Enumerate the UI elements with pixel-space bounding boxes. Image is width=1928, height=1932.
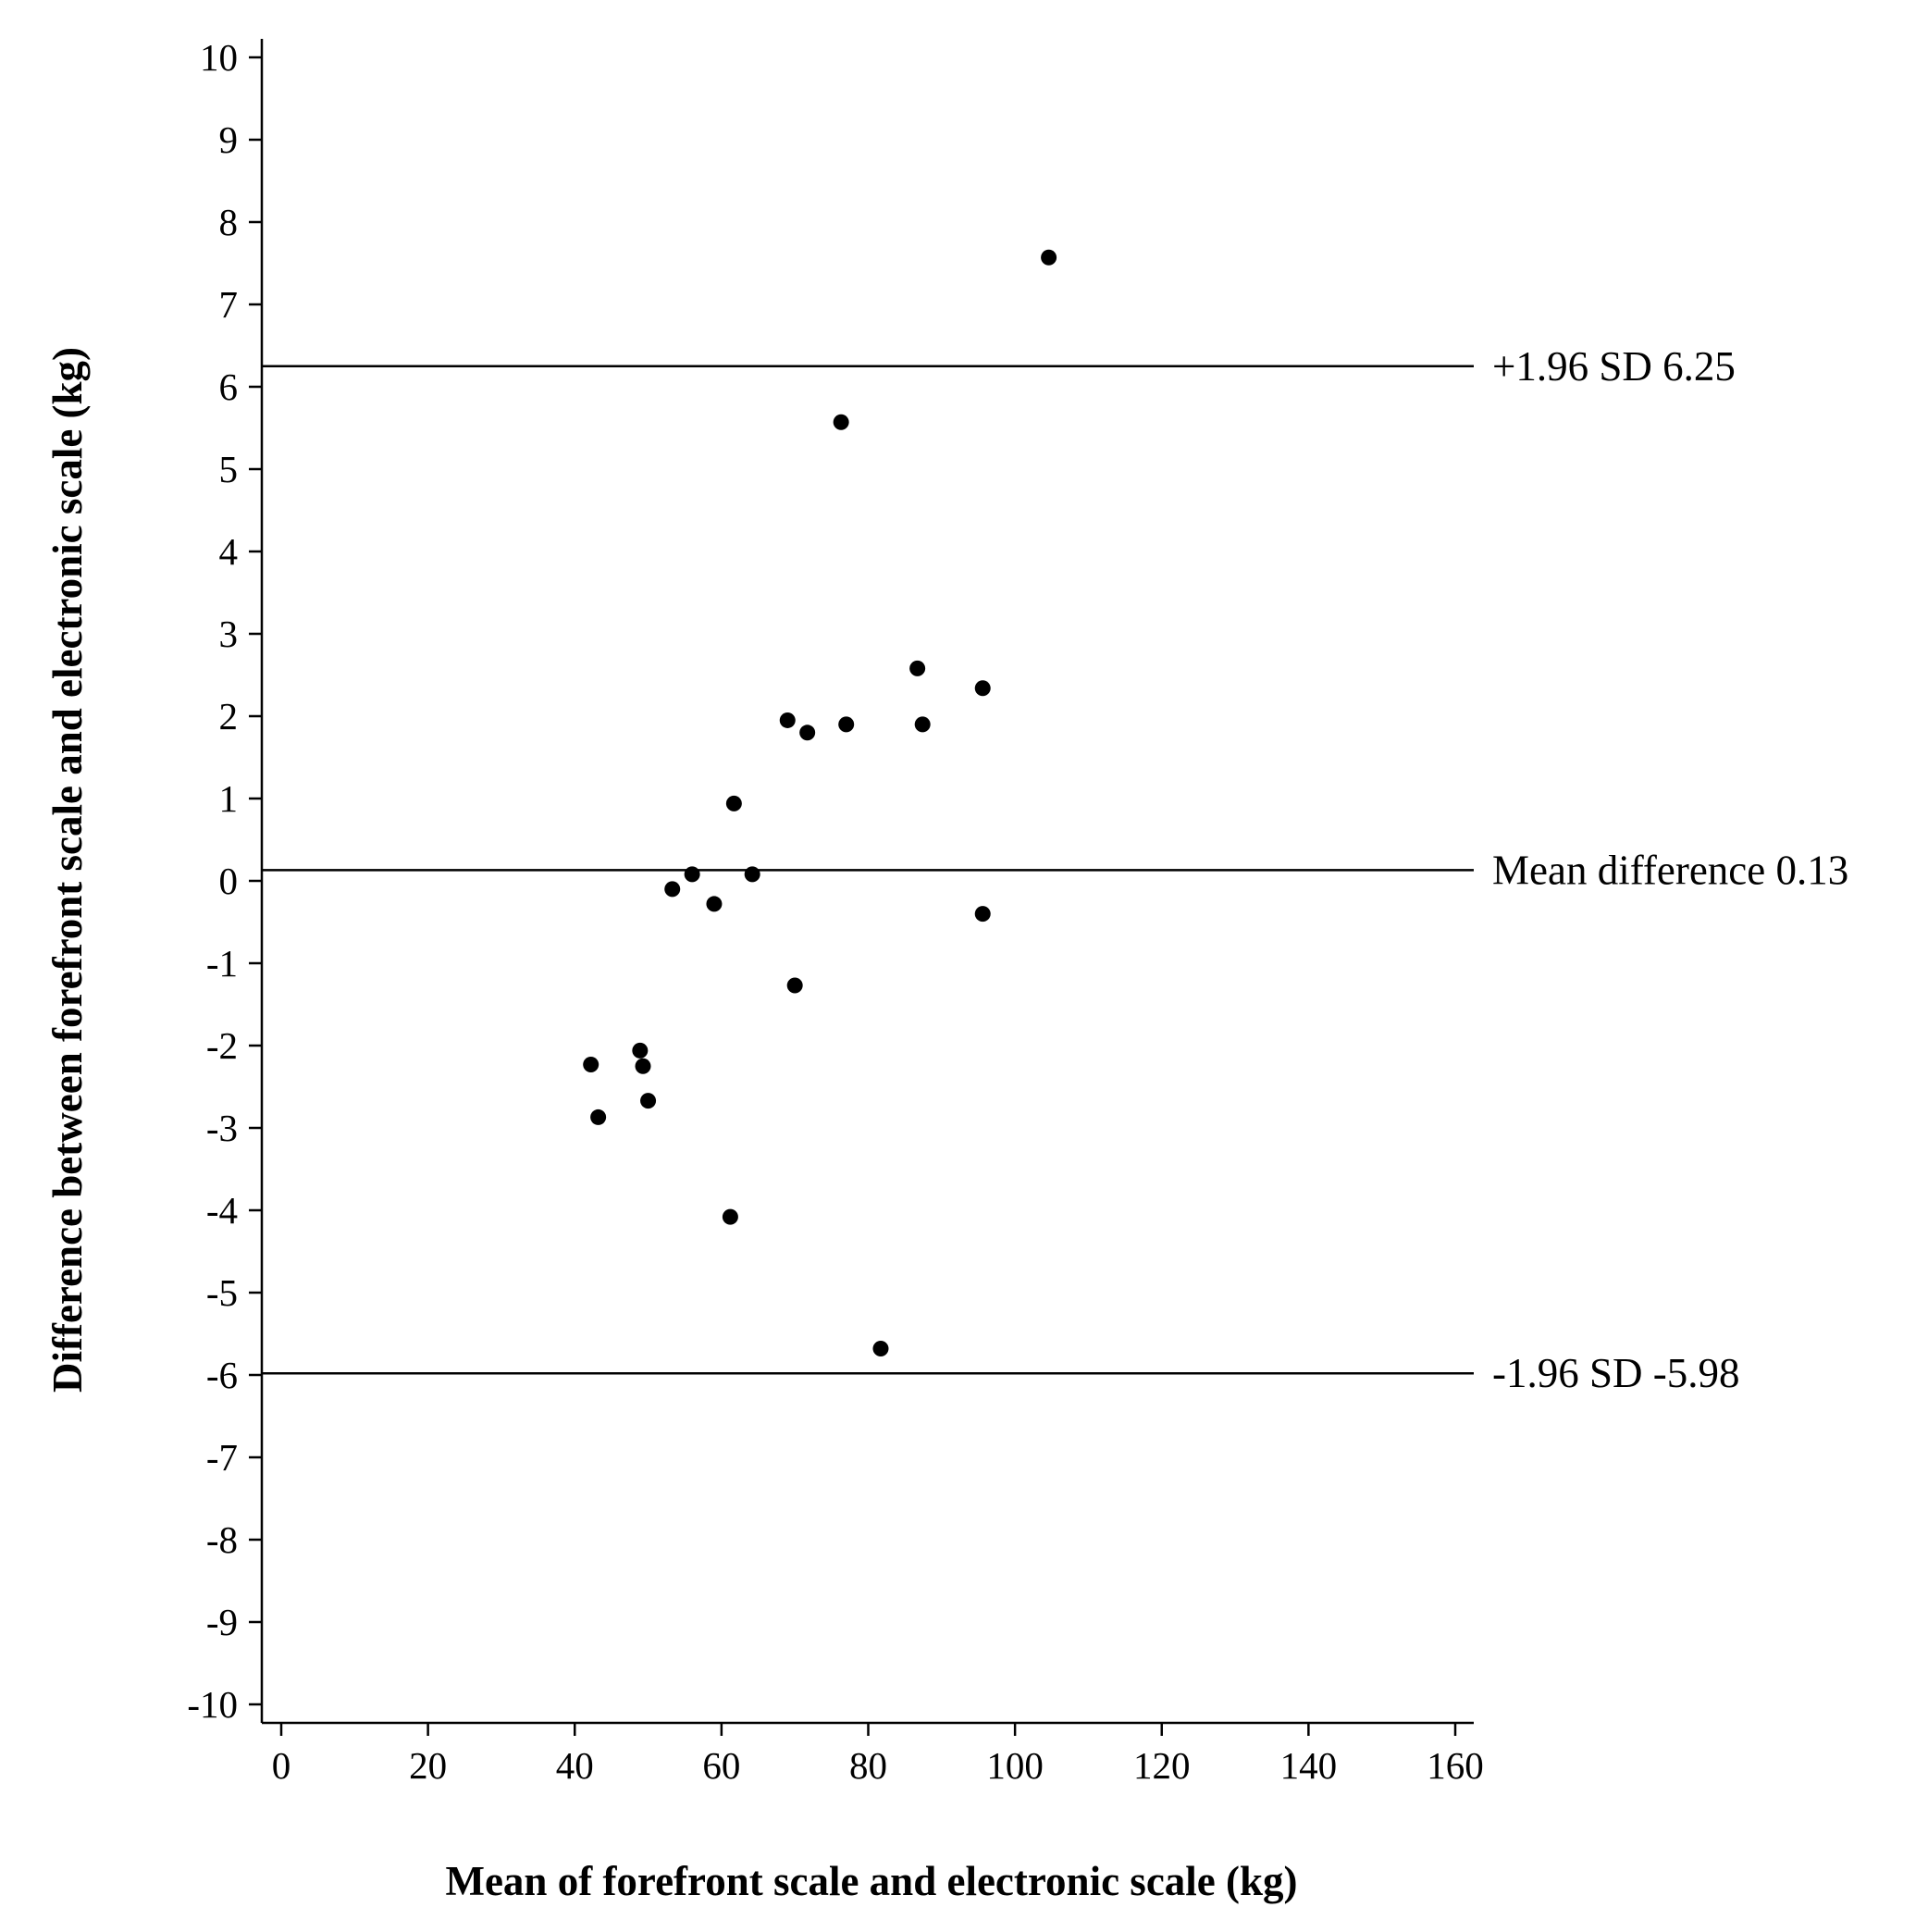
data-point (872, 1341, 889, 1357)
y-tick-label: 4 (219, 530, 239, 573)
y-tick-label: -7 (206, 1436, 238, 1479)
data-point (684, 866, 700, 883)
y-tick-label: -5 (206, 1271, 238, 1314)
y-tick-label: 10 (200, 36, 238, 79)
y-tick-label: -8 (206, 1518, 238, 1561)
data-point (779, 712, 796, 728)
y-tick-label: -2 (206, 1024, 238, 1067)
y-tick-label: 7 (219, 283, 239, 326)
data-point (635, 1058, 651, 1074)
y-tick-label: 1 (219, 777, 239, 820)
data-point (1041, 249, 1057, 266)
data-point (583, 1056, 599, 1072)
y-axis-title: Difference between forefront scale and e… (44, 347, 91, 1393)
data-points (583, 249, 1057, 1357)
data-point (909, 660, 926, 676)
x-tick-label: 140 (1280, 1744, 1338, 1787)
data-point (833, 414, 849, 430)
y-tick-label: 2 (219, 695, 239, 737)
y-tick-label: 3 (219, 613, 239, 655)
y-tick-label: -1 (206, 942, 238, 985)
x-ticks: 0 20 40 60 80 100 120 140 160 (272, 1723, 1484, 1787)
x-tick-label: 160 (1427, 1744, 1484, 1787)
data-point (914, 716, 931, 733)
x-tick-label: 60 (702, 1744, 740, 1787)
reference-lines: +1.96 SD 6.25 Mean difference 0.13 -1.96 S… (262, 343, 1848, 1396)
x-tick-label: 80 (849, 1744, 887, 1787)
reference-line-label: +1.96 SD 6.25 (1492, 343, 1736, 390)
x-tick-label: 100 (986, 1744, 1044, 1787)
reference-line-label: Mean difference 0.13 (1492, 847, 1848, 893)
data-point (640, 1093, 657, 1109)
y-tick-label: -10 (187, 1683, 238, 1726)
y-tick-label: 8 (219, 201, 239, 243)
reference-line-label: -1.96 SD -5.98 (1492, 1350, 1740, 1396)
data-point (786, 977, 803, 994)
y-tick-label: 0 (219, 860, 239, 902)
data-point (722, 1208, 738, 1225)
data-point (664, 881, 681, 898)
data-point (974, 680, 991, 697)
x-tick-label: 0 (272, 1744, 291, 1787)
x-axis-title: Mean of forefront scale and electronic s… (445, 1858, 1297, 1904)
data-point (590, 1108, 607, 1125)
x-axis: 0 20 40 60 80 100 120 140 160 (262, 1721, 1484, 1787)
x-tick-label: 40 (556, 1744, 594, 1787)
y-tick-label: -4 (206, 1189, 238, 1232)
y-tick-label: 9 (219, 118, 239, 161)
data-point (974, 906, 991, 923)
data-point (725, 795, 742, 811)
data-point (632, 1042, 649, 1059)
y-tick-label: 5 (219, 448, 239, 490)
data-point (744, 866, 760, 883)
y-tick-label: -6 (206, 1354, 238, 1396)
y-tick-label: 6 (219, 365, 239, 408)
data-point (706, 896, 723, 912)
data-point (838, 716, 855, 733)
data-point (799, 724, 816, 741)
y-tick-label: -9 (206, 1601, 238, 1643)
y-tick-label: -3 (206, 1107, 238, 1149)
x-tick-label: 20 (409, 1744, 447, 1787)
x-tick-label: 120 (1133, 1744, 1191, 1787)
